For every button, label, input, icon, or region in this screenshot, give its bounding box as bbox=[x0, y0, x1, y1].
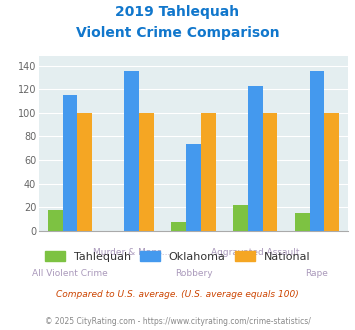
Bar bbox=[263, 113, 278, 231]
Bar bbox=[186, 144, 201, 231]
Bar bbox=[295, 213, 310, 231]
Text: © 2025 CityRating.com - https://www.cityrating.com/crime-statistics/: © 2025 CityRating.com - https://www.city… bbox=[45, 317, 310, 326]
Text: 2019 Tahlequah: 2019 Tahlequah bbox=[115, 5, 240, 19]
Text: Compared to U.S. average. (U.S. average equals 100): Compared to U.S. average. (U.S. average … bbox=[56, 290, 299, 299]
Text: Murder & Mans...: Murder & Mans... bbox=[93, 248, 170, 257]
Bar bbox=[139, 113, 154, 231]
Bar bbox=[62, 95, 77, 231]
Bar bbox=[48, 210, 62, 231]
Text: All Violent Crime: All Violent Crime bbox=[32, 270, 108, 279]
Text: Robbery: Robbery bbox=[175, 270, 212, 279]
Bar bbox=[124, 72, 139, 231]
Text: Violent Crime Comparison: Violent Crime Comparison bbox=[76, 26, 279, 40]
Bar bbox=[233, 205, 248, 231]
Bar bbox=[324, 113, 339, 231]
Bar bbox=[201, 113, 216, 231]
Text: Rape: Rape bbox=[306, 270, 328, 279]
Bar bbox=[310, 72, 324, 231]
Bar bbox=[77, 113, 92, 231]
Legend: Tahlequah, Oklahoma, National: Tahlequah, Oklahoma, National bbox=[40, 247, 315, 267]
Bar bbox=[248, 86, 263, 231]
Text: Aggravated Assault: Aggravated Assault bbox=[211, 248, 300, 257]
Bar bbox=[171, 221, 186, 231]
